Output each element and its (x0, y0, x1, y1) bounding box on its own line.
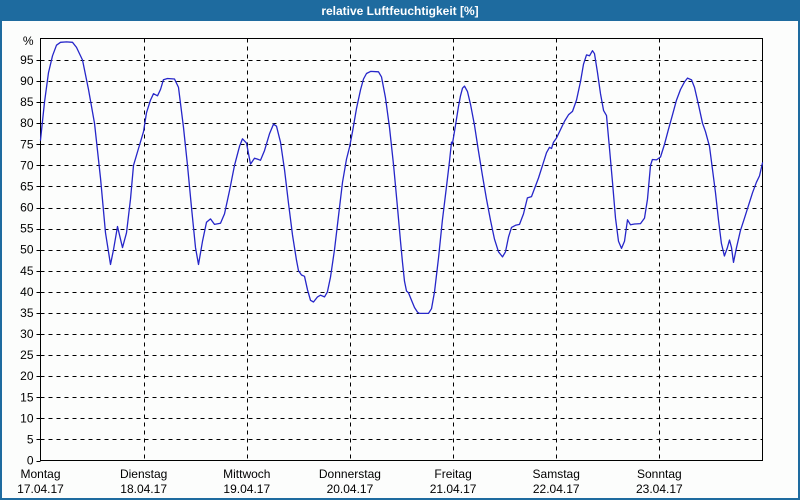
svg-text:20.04.17: 20.04.17 (327, 482, 374, 496)
svg-text:25: 25 (20, 348, 34, 362)
svg-text:Samstag: Samstag (533, 467, 580, 481)
svg-text:50: 50 (20, 243, 34, 257)
svg-text:45: 45 (20, 264, 34, 278)
svg-text:22.04.17: 22.04.17 (533, 482, 580, 496)
svg-text:0: 0 (27, 454, 34, 468)
svg-text:23.04.17: 23.04.17 (636, 482, 683, 496)
svg-text:85: 85 (20, 95, 34, 109)
gridlines (40, 38, 763, 461)
svg-text:40: 40 (20, 285, 34, 299)
svg-text:30: 30 (20, 327, 34, 341)
svg-text:5: 5 (27, 432, 34, 446)
svg-text:19.04.17: 19.04.17 (223, 482, 270, 496)
y-axis-labels: 0 5 10 15 20 25 30 35 40 45 50 55 60 65 70 75 80 85 90 95 (20, 53, 41, 468)
svg-text:55: 55 (20, 222, 34, 236)
svg-text:80: 80 (20, 116, 34, 130)
svg-text:18.04.17: 18.04.17 (120, 482, 167, 496)
svg-text:Donnerstag: Donnerstag (319, 467, 381, 481)
window-titlebar: relative Luftfeuchtigkeit [%] (0, 0, 800, 21)
svg-text:60: 60 (20, 201, 34, 215)
y-axis-unit-label: % (23, 34, 34, 48)
svg-text:21.04.17: 21.04.17 (430, 482, 477, 496)
humidity-line-series (39, 41, 764, 315)
svg-text:75: 75 (20, 137, 34, 151)
svg-text:10: 10 (20, 411, 34, 425)
svg-text:90: 90 (20, 74, 34, 88)
svg-text:17.04.17: 17.04.17 (17, 482, 64, 496)
svg-text:Sonntag: Sonntag (637, 467, 682, 481)
svg-text:20: 20 (20, 369, 34, 383)
svg-text:70: 70 (20, 158, 34, 172)
svg-text:95: 95 (20, 53, 34, 67)
svg-text:Montag: Montag (20, 467, 60, 481)
svg-text:Freitag: Freitag (434, 467, 471, 481)
chart-title: relative Luftfeuchtigkeit [%] (321, 3, 479, 18)
svg-text:35: 35 (20, 306, 34, 320)
svg-text:65: 65 (20, 179, 34, 193)
svg-text:Mittwoch: Mittwoch (223, 467, 270, 481)
svg-text:Dienstag: Dienstag (120, 467, 167, 481)
plot-border (40, 38, 763, 461)
svg-text:15: 15 (20, 390, 34, 404)
